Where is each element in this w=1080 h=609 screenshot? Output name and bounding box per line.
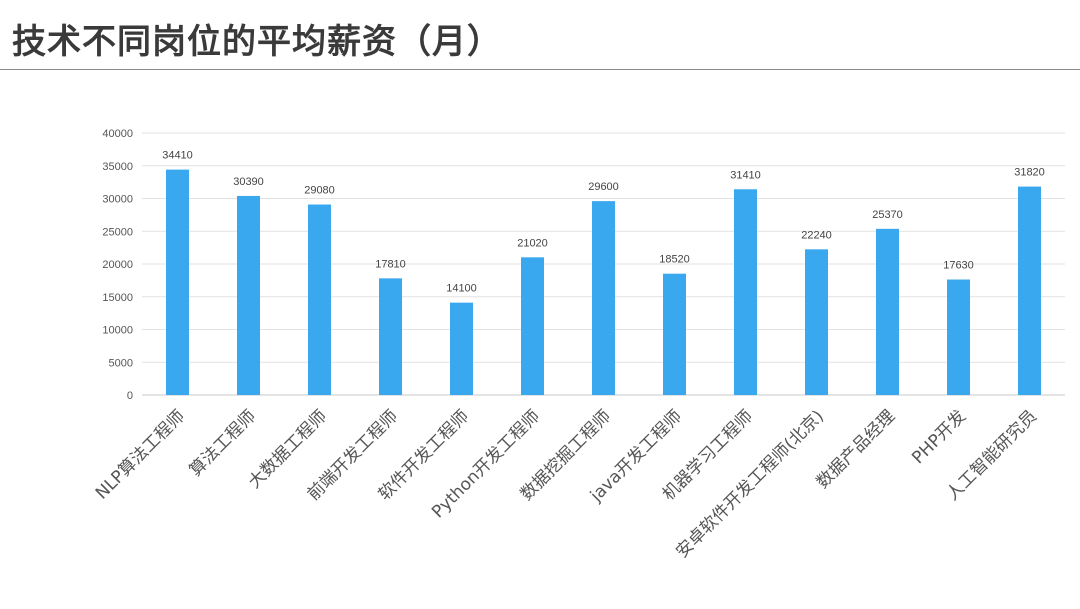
y-tick-label: 15000 — [102, 292, 133, 304]
bar — [308, 204, 331, 395]
bar — [663, 273, 686, 395]
data-label: 30390 — [233, 176, 264, 188]
bar — [947, 279, 970, 395]
bar — [734, 189, 757, 395]
data-labels: 34410 30390 29080 17810 14100 21020 29600 18520… — [162, 150, 1045, 295]
x-axis-categories: NLP算法工程师算法工程师大数据工程师前端开发工程师软件开发工程师Python开… — [92, 406, 1041, 562]
bar — [592, 201, 615, 395]
y-tick-label: 35000 — [102, 161, 133, 173]
data-label: 17810 — [375, 258, 406, 270]
y-tick-label: 40000 — [102, 128, 133, 140]
bar — [166, 169, 189, 395]
x-category-label: NLP算法工程师 — [92, 406, 189, 503]
data-label: 29600 — [588, 181, 619, 193]
x-category-label: 安卓软件开发工程师(北京) — [672, 406, 828, 562]
data-label: 21020 — [517, 237, 548, 249]
bar — [379, 278, 402, 395]
bar-chart: 0 5000 10000 15000 20000 25000 30000 35000 40000… — [92, 128, 1065, 562]
bar — [521, 257, 544, 395]
data-label: 31410 — [730, 169, 761, 181]
y-axis-ticks: 0 5000 10000 15000 20000 25000 30000 35000 40000 — [102, 128, 133, 402]
title-divider — [0, 69, 1080, 70]
data-label: 17630 — [943, 260, 974, 272]
bar — [876, 228, 899, 395]
x-category-label: 算法工程师 — [186, 406, 260, 480]
data-label: 22240 — [801, 229, 832, 241]
y-tick-label: 20000 — [102, 259, 133, 271]
y-tick-label: 5000 — [109, 357, 133, 369]
data-label: 18520 — [659, 254, 690, 266]
y-tick-label: 30000 — [102, 194, 133, 206]
page-title: 技术不同岗位的平均薪资（月） — [12, 22, 502, 62]
bar — [1018, 186, 1041, 395]
y-tick-label: 0 — [127, 390, 133, 402]
bar — [237, 195, 260, 395]
data-label: 34410 — [162, 150, 193, 162]
data-label: 29080 — [304, 185, 335, 197]
y-tick-label: 10000 — [102, 325, 133, 337]
data-label: 31820 — [1014, 167, 1045, 179]
y-tick-label: 25000 — [102, 226, 133, 238]
data-label: 14100 — [446, 283, 477, 295]
x-category-label: PHP开发 — [908, 406, 970, 468]
data-label: 25370 — [872, 209, 903, 221]
bar — [450, 302, 473, 395]
bars — [166, 169, 1041, 395]
bar — [805, 249, 828, 395]
